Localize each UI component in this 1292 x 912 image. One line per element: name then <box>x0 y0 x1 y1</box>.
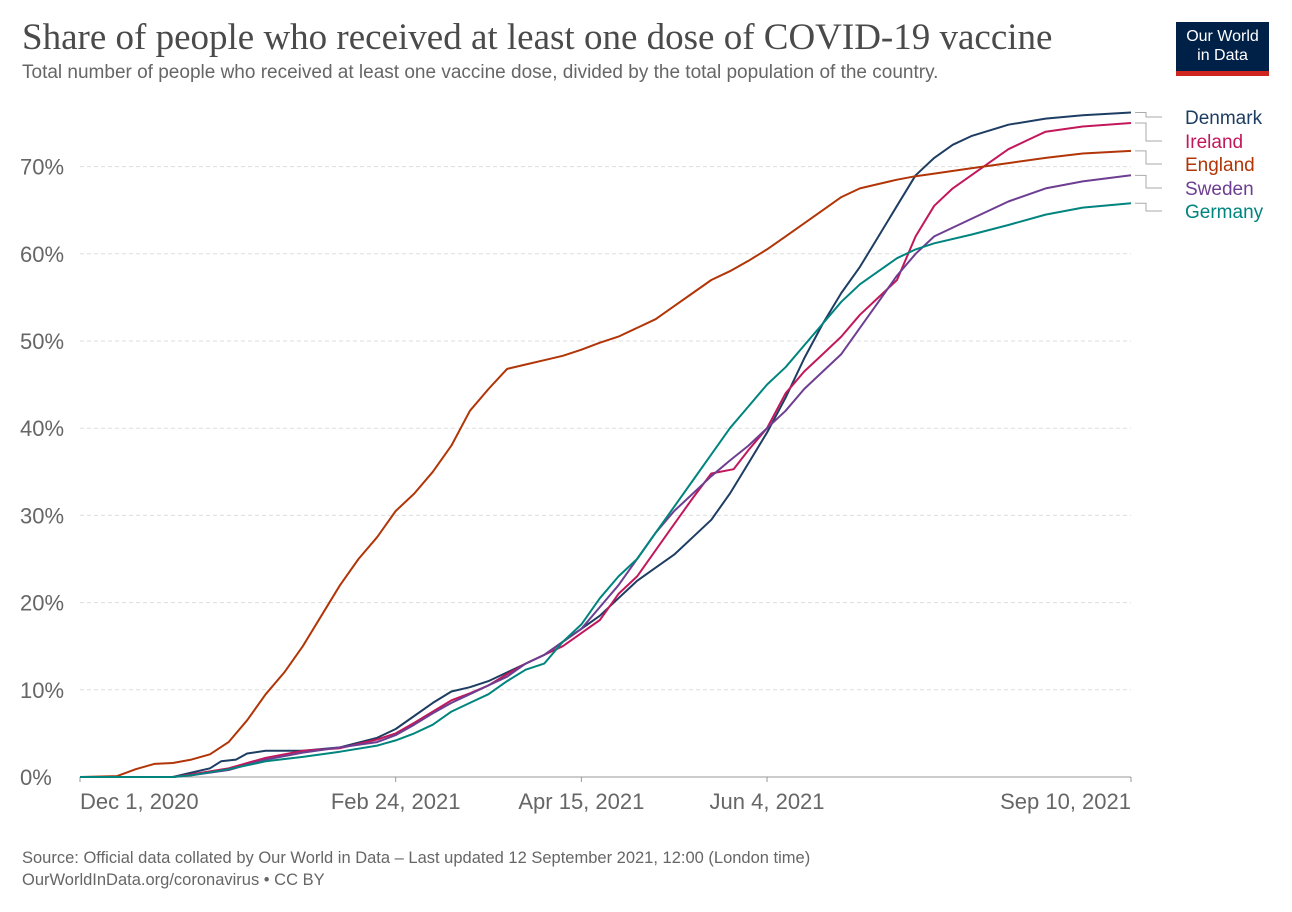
y-tick-label: 20% <box>20 591 64 616</box>
x-tick-label: Sep 10, 2021 <box>1000 789 1131 814</box>
logo-line-2: in Data <box>1197 47 1248 64</box>
logo-line-1: Our World <box>1186 28 1259 45</box>
chart-subtitle: Total number of people who received at l… <box>22 62 939 83</box>
footer: Source: Official data collated by Our Wo… <box>22 847 810 891</box>
chart-title: Share of people who received at least on… <box>22 17 1053 58</box>
series-label-denmark: Denmark <box>1185 108 1263 129</box>
y-tick-label: 40% <box>20 416 64 441</box>
y-tick-label: 10% <box>20 678 64 703</box>
x-tick-label: Feb 24, 2021 <box>331 789 461 814</box>
license-note[interactable]: OurWorldInData.org/coronavirus • CC BY <box>22 871 325 889</box>
series-line-denmark <box>80 111 1132 778</box>
series-label-england: England <box>1185 155 1255 176</box>
label-connector <box>1135 112 1162 118</box>
series-line-sweden <box>80 174 1132 778</box>
label-connector <box>1135 202 1162 212</box>
series-line-england <box>79 149 1132 778</box>
label-connector <box>1135 122 1162 142</box>
y-tick-label: 50% <box>20 329 64 354</box>
y-tick-label: 70% <box>20 155 64 180</box>
y-tick-label: 60% <box>20 242 64 267</box>
x-tick-label: Jun 4, 2021 <box>710 789 825 814</box>
series-label-germany: Germany <box>1185 202 1264 223</box>
series-line-germany <box>80 202 1132 778</box>
source-note: Source: Official data collated by Our Wo… <box>22 849 811 867</box>
series-line-ireland <box>80 122 1132 778</box>
y-tick-label: 0% <box>20 765 52 790</box>
x-tick-label: Dec 1, 2020 <box>80 789 199 814</box>
owid-logo[interactable]: Our World in Data <box>1176 22 1269 76</box>
y-tick-label: 30% <box>20 503 64 528</box>
label-connector <box>1135 174 1162 189</box>
series-label-sweden: Sweden <box>1185 179 1254 200</box>
series-label-ireland: Ireland <box>1185 132 1243 153</box>
x-tick-label: Apr 15, 2021 <box>518 789 644 814</box>
label-connector <box>1135 150 1162 165</box>
